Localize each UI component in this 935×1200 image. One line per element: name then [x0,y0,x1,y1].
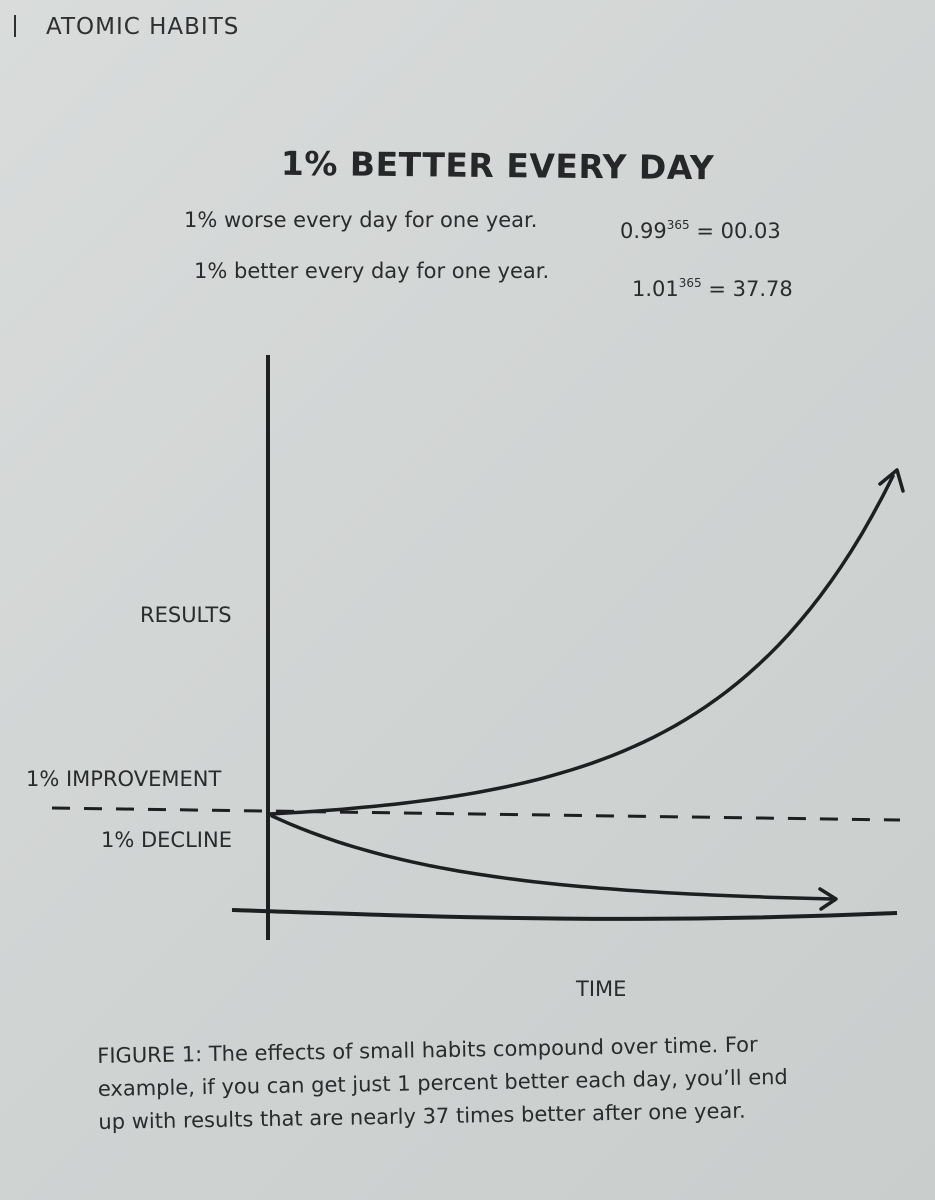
formula-worse-exponent: 365 [666,218,690,232]
formula-worse-text: 1% worse every day for one year. [184,208,538,232]
formula-worse-equation: 0.99365 = 00.03 [620,218,781,243]
running-head: ATOMIC HABITS [14,14,239,40]
y-axis-label: RESULTS [140,603,232,627]
formula-better-equation: 1.01365 = 37.78 [632,276,793,301]
formula-better-base: 1.01 [632,277,679,301]
x-axis-label: TIME [576,977,627,1001]
formula-better-exponent: 365 [678,276,702,290]
series-better-curve [268,474,895,816]
series-worse-arrowhead [818,887,838,911]
running-head-text: ATOMIC HABITS [46,14,240,40]
figure-caption: FIGURE 1: The effects of small habits co… [97,1027,859,1139]
formula-better-result: = 37.78 [708,277,793,301]
formula-better-text: 1% better every day for one year. [194,259,550,283]
running-head-rule [14,15,16,37]
series-worse-curve [270,814,835,901]
formula-worse-result: = 00.03 [696,219,781,243]
series-better-arrowhead [878,468,905,493]
formula-worse-base: 0.99 [620,219,667,243]
improvement-label: 1% IMPROVEMENT [26,767,222,791]
decline-label: 1% DECLINE [101,828,232,852]
baseline-dashed-line [51,806,901,822]
x-axis [231,908,898,921]
